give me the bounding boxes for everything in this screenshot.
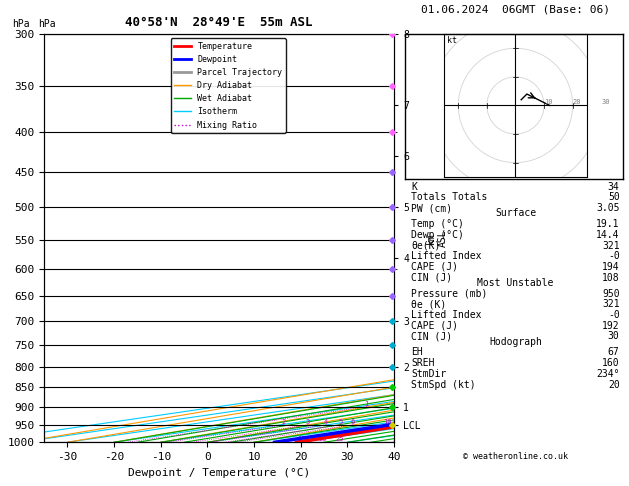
Text: Dewp (°C): Dewp (°C)	[411, 230, 464, 240]
Text: © weatheronline.co.uk: © weatheronline.co.uk	[463, 452, 568, 461]
Text: Temp (°C): Temp (°C)	[411, 219, 464, 229]
Text: θe(K): θe(K)	[411, 241, 441, 251]
Text: 67: 67	[608, 347, 620, 358]
Text: 950: 950	[602, 289, 620, 299]
Text: 3: 3	[306, 419, 310, 425]
Text: 5: 5	[338, 419, 343, 425]
Text: 10: 10	[544, 99, 552, 105]
Text: 6: 6	[350, 419, 355, 425]
Text: EH: EH	[411, 347, 423, 358]
Text: 20: 20	[572, 99, 581, 105]
Text: 194: 194	[602, 262, 620, 272]
Text: 25: 25	[335, 436, 344, 442]
Text: Lifted Index: Lifted Index	[411, 251, 482, 261]
Y-axis label: hPa: hPa	[0, 228, 2, 248]
Text: 34: 34	[608, 182, 620, 192]
Title: 40°58'N  28°49'E  55m ASL: 40°58'N 28°49'E 55m ASL	[125, 16, 313, 29]
Text: 192: 192	[602, 321, 620, 331]
Text: CIN (J): CIN (J)	[411, 331, 452, 342]
Text: 19.1: 19.1	[596, 219, 620, 229]
Text: 20: 20	[608, 380, 620, 390]
Text: 234°: 234°	[596, 369, 620, 379]
Text: 01.06.2024  06GMT (Base: 06): 01.06.2024 06GMT (Base: 06)	[421, 4, 610, 15]
Text: -0: -0	[608, 251, 620, 261]
Text: 10: 10	[384, 419, 392, 425]
Text: 321: 321	[602, 241, 620, 251]
Text: 14.4: 14.4	[596, 230, 620, 240]
Text: -0: -0	[608, 310, 620, 320]
Text: 2: 2	[281, 419, 286, 425]
Text: 15: 15	[297, 436, 306, 442]
Y-axis label: km
ASL: km ASL	[426, 229, 448, 247]
Text: CIN (J): CIN (J)	[411, 273, 452, 283]
Text: kt: kt	[447, 35, 457, 45]
Text: Surface: Surface	[495, 208, 536, 219]
Text: Lifted Index: Lifted Index	[411, 310, 482, 320]
Text: hPa: hPa	[38, 19, 55, 30]
Text: hPa: hPa	[13, 19, 30, 30]
Text: Hodograph: Hodograph	[489, 337, 542, 347]
Text: 4: 4	[324, 419, 328, 425]
Text: CAPE (J): CAPE (J)	[411, 262, 459, 272]
Text: SREH: SREH	[411, 358, 435, 368]
Text: PW (cm): PW (cm)	[411, 203, 452, 213]
Text: Pressure (mb): Pressure (mb)	[411, 289, 487, 299]
Text: StmSpd (kt): StmSpd (kt)	[411, 380, 476, 390]
Text: 108: 108	[602, 273, 620, 283]
Text: θe (K): θe (K)	[411, 299, 447, 310]
Text: 30: 30	[608, 331, 620, 342]
Text: Most Unstable: Most Unstable	[477, 278, 554, 288]
Text: 50: 50	[608, 192, 620, 203]
Text: 3.05: 3.05	[596, 203, 620, 213]
Text: 20: 20	[318, 436, 327, 442]
X-axis label: Dewpoint / Temperature (°C): Dewpoint / Temperature (°C)	[128, 468, 310, 478]
Text: K: K	[411, 182, 417, 192]
Legend: Temperature, Dewpoint, Parcel Trajectory, Dry Adiabat, Wet Adiabat, Isotherm, Mi: Temperature, Dewpoint, Parcel Trajectory…	[170, 38, 286, 133]
Text: StmDir: StmDir	[411, 369, 447, 379]
Text: 321: 321	[602, 299, 620, 310]
Text: Totals Totals: Totals Totals	[411, 192, 487, 203]
Text: 30: 30	[601, 99, 610, 105]
Text: 160: 160	[602, 358, 620, 368]
Text: CAPE (J): CAPE (J)	[411, 321, 459, 331]
Text: 1: 1	[365, 400, 369, 406]
